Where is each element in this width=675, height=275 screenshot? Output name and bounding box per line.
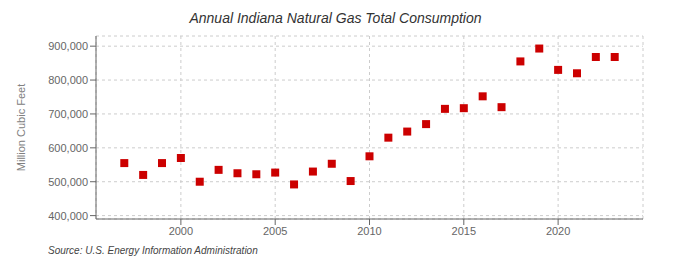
svg-text:500,000: 500,000 [48, 176, 88, 188]
svg-text:800,000: 800,000 [48, 74, 88, 86]
html-text:Source: U.S. Energy Informatio: Source: U.S. Energy Information Administ… [48, 245, 258, 256]
svg-text:400,000: 400,000 [48, 210, 88, 222]
html-text:Annual Indiana Natural Gas Tot: Annual Indiana Natural Gas Total Consump… [189, 10, 482, 26]
svg-text:600,000: 600,000 [48, 142, 88, 154]
svg-text:2020: 2020 [546, 225, 570, 237]
svg-text:Million Cubic Feet: Million Cubic Feet [15, 84, 27, 171]
svg-text:2015: 2015 [452, 225, 476, 237]
svg-text:900,000: 900,000 [48, 40, 88, 52]
svg-text:2000: 2000 [169, 225, 193, 237]
svg-text:2005: 2005 [263, 225, 287, 237]
svg-text:700,000: 700,000 [48, 108, 88, 120]
svg-text:2010: 2010 [357, 225, 381, 237]
